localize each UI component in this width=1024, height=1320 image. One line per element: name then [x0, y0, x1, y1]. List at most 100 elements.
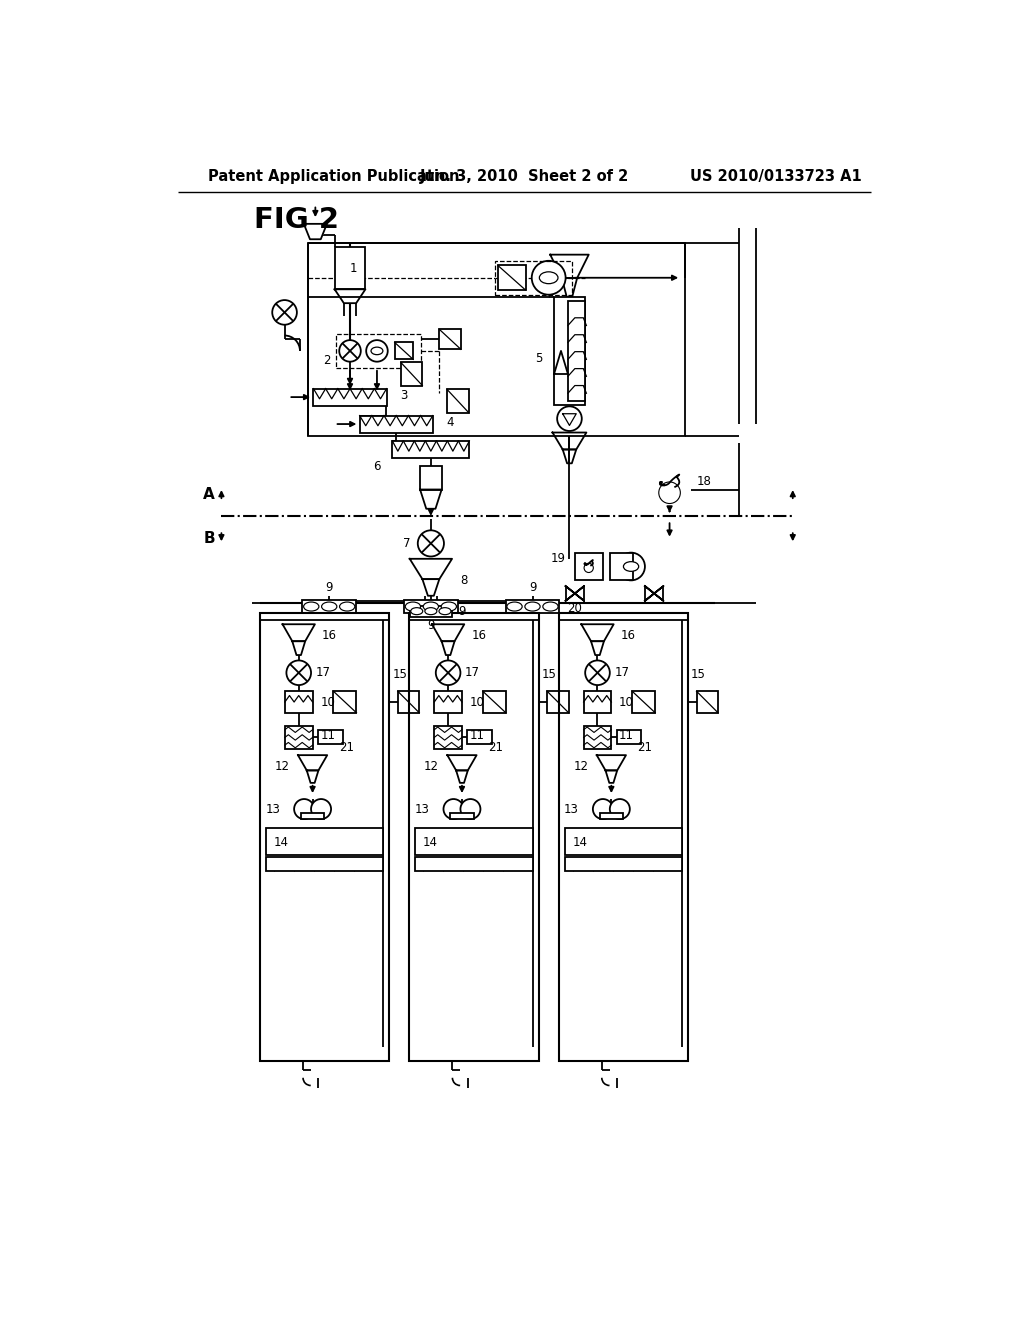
Polygon shape — [645, 586, 664, 594]
Bar — [266, 857, 383, 871]
Circle shape — [339, 341, 360, 362]
Ellipse shape — [340, 602, 355, 611]
Bar — [403, 599, 458, 614]
Bar — [410, 612, 539, 1061]
Bar — [394, 342, 413, 359]
Bar — [616, 730, 641, 743]
Text: 14: 14 — [572, 836, 588, 849]
Text: 11: 11 — [321, 730, 335, 742]
Bar — [336, 334, 421, 368]
Bar — [416, 857, 532, 871]
Text: 15: 15 — [392, 668, 408, 681]
Bar — [565, 857, 682, 871]
Circle shape — [294, 799, 314, 818]
Circle shape — [311, 799, 331, 818]
Text: 18: 18 — [696, 475, 712, 488]
Circle shape — [593, 799, 613, 818]
Text: 21: 21 — [339, 741, 353, 754]
Bar — [410, 606, 452, 616]
Bar — [559, 612, 688, 1061]
Text: 14: 14 — [423, 836, 438, 849]
Circle shape — [610, 799, 630, 818]
Text: 12: 12 — [573, 760, 588, 774]
Polygon shape — [410, 558, 452, 579]
Bar — [600, 813, 623, 818]
Bar — [584, 692, 611, 713]
Bar — [439, 330, 461, 350]
Bar — [498, 265, 525, 290]
Ellipse shape — [543, 602, 558, 611]
Text: 7: 7 — [402, 537, 410, 550]
Text: 15: 15 — [542, 668, 557, 681]
Text: 19: 19 — [551, 552, 565, 565]
Bar — [495, 261, 571, 294]
Circle shape — [531, 261, 565, 294]
Bar — [506, 599, 559, 614]
Polygon shape — [565, 594, 584, 601]
Bar — [482, 692, 506, 713]
Text: 17: 17 — [315, 667, 331, 680]
Ellipse shape — [423, 602, 438, 611]
Text: 8: 8 — [460, 574, 468, 587]
Text: 15: 15 — [691, 668, 706, 681]
Ellipse shape — [411, 607, 423, 615]
Circle shape — [272, 300, 297, 325]
Bar — [696, 692, 718, 713]
Text: 16: 16 — [322, 630, 337, 643]
Text: 21: 21 — [638, 741, 652, 754]
Bar — [632, 692, 655, 713]
Polygon shape — [550, 255, 589, 279]
Bar — [266, 829, 383, 855]
Polygon shape — [456, 771, 468, 783]
Bar — [416, 829, 532, 855]
Bar — [547, 692, 568, 713]
Polygon shape — [292, 642, 305, 655]
Text: 3: 3 — [400, 389, 408, 403]
Bar — [568, 301, 585, 401]
Bar — [400, 363, 422, 385]
Polygon shape — [605, 771, 617, 783]
Bar — [285, 692, 312, 713]
Text: 13: 13 — [564, 803, 579, 816]
Text: 17: 17 — [465, 667, 480, 680]
Text: 20: 20 — [567, 602, 583, 615]
Bar — [584, 726, 611, 748]
Ellipse shape — [624, 561, 639, 572]
Bar — [335, 247, 366, 289]
Bar — [447, 389, 469, 412]
Bar — [554, 297, 585, 405]
Text: 11: 11 — [620, 730, 634, 742]
Circle shape — [418, 531, 444, 557]
Circle shape — [585, 660, 610, 685]
Text: 9: 9 — [326, 581, 333, 594]
Polygon shape — [597, 755, 626, 771]
Circle shape — [443, 799, 464, 818]
Polygon shape — [441, 642, 455, 655]
Text: Patent Application Publication: Patent Application Publication — [208, 169, 459, 183]
Bar — [318, 730, 343, 743]
Text: 13: 13 — [265, 803, 281, 816]
Text: 16: 16 — [471, 630, 486, 643]
Bar — [565, 829, 682, 855]
Bar — [451, 813, 473, 818]
Text: 2: 2 — [324, 354, 331, 367]
Polygon shape — [554, 351, 568, 374]
Ellipse shape — [507, 602, 522, 611]
Text: 1: 1 — [350, 261, 357, 275]
Polygon shape — [562, 279, 578, 297]
Ellipse shape — [540, 272, 558, 284]
Polygon shape — [432, 624, 464, 642]
Bar — [359, 416, 433, 433]
Bar — [301, 813, 325, 818]
Circle shape — [367, 341, 388, 362]
Polygon shape — [283, 624, 315, 642]
Bar — [434, 726, 462, 748]
Ellipse shape — [304, 602, 318, 611]
Bar — [334, 692, 356, 713]
Text: 12: 12 — [424, 760, 439, 774]
Text: 4: 4 — [446, 416, 454, 429]
Circle shape — [461, 799, 480, 818]
Ellipse shape — [525, 602, 540, 611]
Bar — [467, 730, 492, 743]
Polygon shape — [562, 449, 577, 463]
